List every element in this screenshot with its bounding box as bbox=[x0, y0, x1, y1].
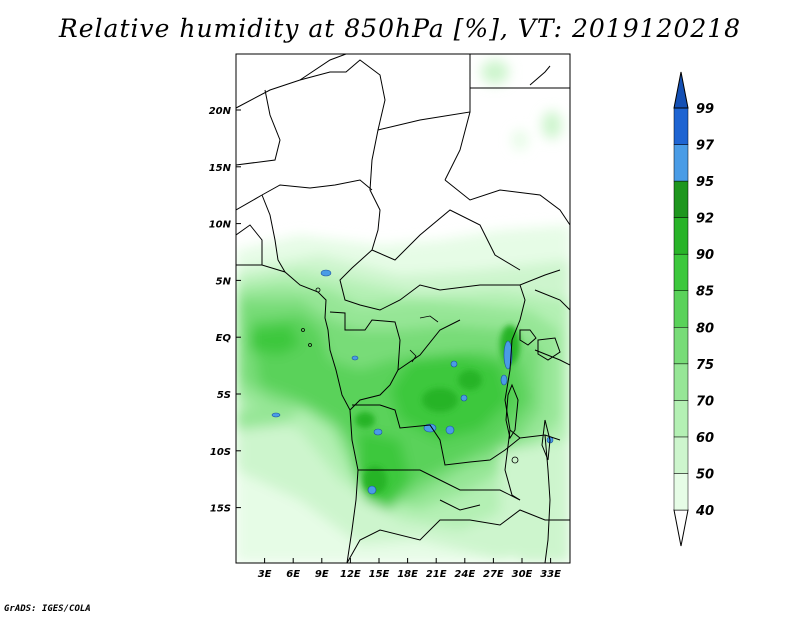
colorbar-label: 75 bbox=[696, 358, 714, 373]
x-axis: 3E 6E 9E 12E 15E 18E 21E 24E 27E 30E 33E bbox=[258, 558, 561, 580]
colorbar-label: 90 bbox=[696, 248, 714, 263]
colorbar-label: 85 bbox=[696, 285, 714, 300]
colorbar-label: 97 bbox=[696, 139, 715, 154]
y-tick-label: EQ bbox=[216, 333, 232, 344]
colorbar-label: 60 bbox=[696, 431, 714, 446]
x-tick-label: 6E bbox=[286, 569, 300, 580]
x-tick-label: 24E bbox=[454, 569, 475, 580]
colorbar: 40 50 60 70 75 80 85 90 92 95 97 99 bbox=[673, 71, 715, 547]
high-humidity-spots bbox=[271, 269, 554, 495]
colorbar-segment bbox=[673, 436, 689, 474]
colorbar-label: 92 bbox=[696, 212, 714, 227]
colorbar-label: 50 bbox=[696, 467, 714, 482]
map-frame bbox=[235, 53, 571, 564]
y-tick-label: 15S bbox=[210, 504, 231, 515]
y-tick-label: 5S bbox=[217, 390, 231, 401]
y-axis: 20N 15N 10N 5N EQ 5S 10S 15S bbox=[209, 106, 241, 515]
x-tick-label: 33E bbox=[540, 569, 561, 580]
colorbar-label: 99 bbox=[696, 102, 714, 117]
colorbar-segment bbox=[673, 253, 689, 291]
x-tick-label: 18E bbox=[397, 569, 418, 580]
colorbar-segment bbox=[673, 180, 689, 218]
x-tick-label: 27E bbox=[483, 569, 504, 580]
y-tick-label: 5N bbox=[216, 276, 232, 287]
x-tick-label: 30E bbox=[512, 569, 533, 580]
x-tick-label: 9E bbox=[315, 569, 329, 580]
x-tick-label: 12E bbox=[340, 569, 361, 580]
colorbar-label: 80 bbox=[696, 321, 714, 336]
y-tick-label: 15N bbox=[209, 163, 232, 174]
colorbar-label: 95 bbox=[696, 175, 714, 190]
x-tick-label: 15E bbox=[369, 569, 390, 580]
colorbar-segment bbox=[673, 473, 689, 511]
colorbar-label: 70 bbox=[696, 394, 714, 409]
x-tick-label: 21E bbox=[426, 569, 447, 580]
colorbar-segment bbox=[673, 400, 689, 438]
y-tick-label: 10S bbox=[210, 447, 231, 458]
colorbar-top-triangle bbox=[673, 71, 689, 109]
colorbar-segment bbox=[673, 217, 689, 255]
colorbar-segment bbox=[673, 144, 689, 182]
page-title: Relative humidity at 850hPa [%], VT: 201… bbox=[58, 14, 742, 43]
credit-text: GrADS: IGES/COLA bbox=[4, 604, 91, 614]
colorbar-segment bbox=[673, 363, 689, 401]
colorbar-segment bbox=[673, 327, 689, 365]
country-borders bbox=[236, 54, 570, 563]
colorbar-segment bbox=[673, 107, 689, 145]
y-tick-label: 20N bbox=[209, 106, 232, 117]
colorbar-label: 40 bbox=[695, 504, 714, 519]
humidity-field bbox=[236, 54, 570, 563]
y-tick-label: 10N bbox=[209, 220, 232, 231]
colorbar-bottom-triangle bbox=[673, 509, 689, 547]
x-tick-label: 3E bbox=[258, 569, 272, 580]
colorbar-segment bbox=[673, 290, 689, 328]
